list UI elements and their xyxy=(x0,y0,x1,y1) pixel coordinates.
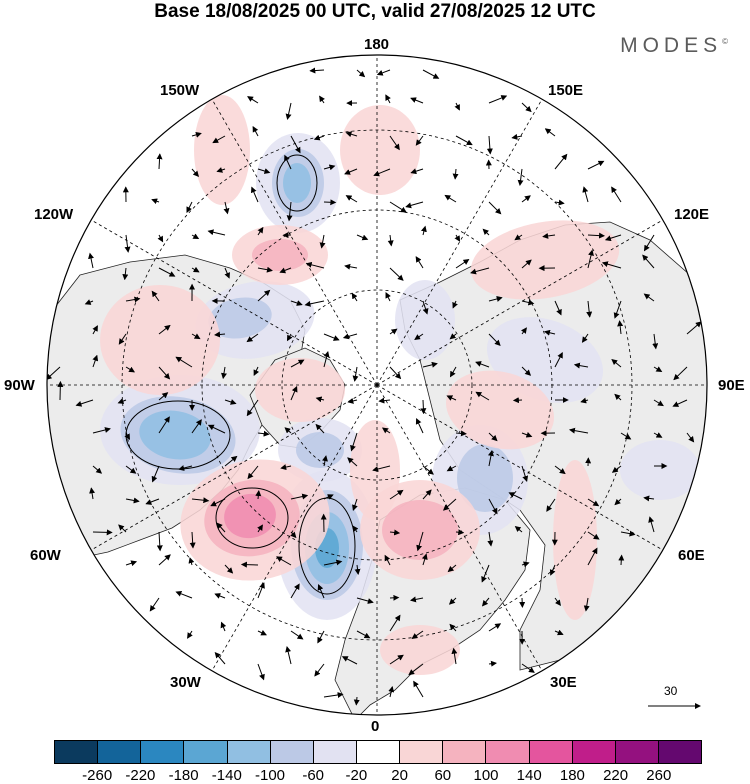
colorbar-swatch xyxy=(314,741,357,763)
lon-label-30w: 30W xyxy=(170,674,201,691)
colorbar-swatch xyxy=(228,741,271,763)
anomaly-contour xyxy=(553,460,597,620)
colorbar xyxy=(54,740,702,764)
colorbar-swatch xyxy=(659,741,701,763)
lon-label-60w: 60W xyxy=(30,547,61,564)
colorbar-swatch xyxy=(184,741,227,763)
colorbar-swatch xyxy=(573,741,616,763)
lon-label-150w: 150W xyxy=(160,82,199,99)
colorbar-swatch xyxy=(616,741,659,763)
lon-label-120e: 120E xyxy=(674,206,709,223)
lon-label-60e: 60E xyxy=(678,547,705,564)
colorbar-swatch xyxy=(530,741,573,763)
wind-arrow xyxy=(356,697,357,705)
colorbar-swatch xyxy=(443,741,486,763)
lon-label-90e: 90E xyxy=(718,377,745,394)
lon-label-120w: 120W xyxy=(34,206,73,223)
colorbar-swatch xyxy=(55,741,98,763)
anomaly-contour xyxy=(340,105,420,195)
wind-arrow xyxy=(456,532,463,533)
anomaly-contour xyxy=(255,358,345,422)
lon-label-0: 0 xyxy=(371,718,379,735)
anomaly-contour xyxy=(283,163,311,203)
anomaly-contour xyxy=(100,285,220,395)
colorbar-swatch xyxy=(141,741,184,763)
lon-label-90w: 90W xyxy=(4,377,35,394)
anomaly-contour xyxy=(382,500,458,560)
colorbar-swatch xyxy=(98,741,141,763)
colorbar-swatch xyxy=(271,741,314,763)
wind-arrow xyxy=(621,556,622,565)
lon-label-150e: 150E xyxy=(548,82,583,99)
colorbar-swatch xyxy=(486,741,529,763)
lon-label-180: 180 xyxy=(364,36,389,53)
lon-label-30e: 30E xyxy=(550,674,577,691)
colorbar-swatch xyxy=(357,741,400,763)
wind-reference-label: 30 xyxy=(664,684,677,698)
wind-arrow xyxy=(242,564,258,565)
anomaly-contour xyxy=(296,432,344,468)
colorbar-tick-label: 260 xyxy=(634,767,684,784)
wind-arrow xyxy=(423,400,424,413)
anomaly-contour xyxy=(620,440,700,500)
colorbar-swatch xyxy=(400,741,443,763)
